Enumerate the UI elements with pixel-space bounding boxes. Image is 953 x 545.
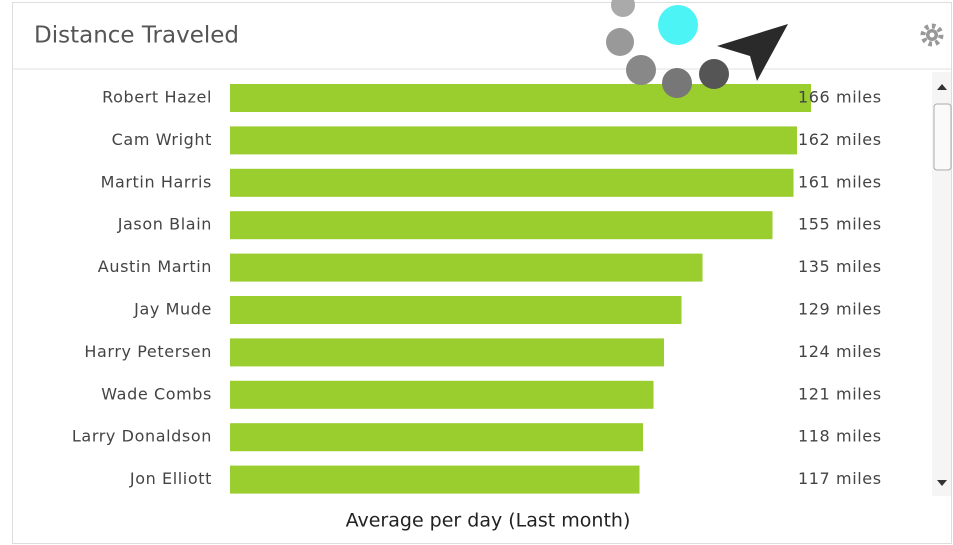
spinner-dot: [606, 28, 634, 56]
widget-title: Distance Traveled: [34, 23, 239, 49]
bar: [230, 380, 654, 409]
category-label: Harry Petersen: [84, 342, 212, 361]
value-label: 117 miles: [798, 469, 882, 488]
value-label: 129 miles: [798, 300, 882, 319]
x-axis-label: Average per day (Last month): [346, 510, 631, 532]
scrollbar[interactable]: [932, 72, 952, 496]
bar: [230, 253, 703, 282]
bar: [230, 126, 797, 155]
bar: [230, 423, 643, 452]
category-label: Wade Combs: [101, 384, 212, 403]
spinner-dot: [626, 55, 656, 85]
gear-hole: [929, 32, 935, 38]
bar: [230, 211, 773, 240]
category-label: Jason Blain: [117, 215, 212, 234]
scroll-thumb[interactable]: [933, 103, 952, 171]
bar: [230, 84, 811, 112]
value-label: 121 miles: [798, 384, 882, 403]
scroll-up[interactable]: [937, 84, 947, 90]
value-label: 118 miles: [798, 427, 882, 446]
cursor: [717, 24, 788, 81]
bar: [230, 465, 640, 494]
scroll-track: [932, 72, 951, 496]
bar: [230, 296, 682, 324]
value-label: 155 miles: [798, 215, 882, 234]
category-label: Austin Martin: [98, 257, 212, 276]
spinner-dot: [699, 59, 729, 89]
value-label: 124 miles: [798, 342, 882, 361]
category-label: Cam Wright: [112, 130, 212, 149]
bar: [230, 338, 664, 367]
value-label: 135 miles: [798, 257, 882, 276]
value-label: 166 miles: [798, 88, 882, 107]
gear-teeth: [920, 23, 944, 47]
bar: [230, 168, 794, 197]
settings-icon[interactable]: [920, 23, 944, 47]
category-label: Larry Donaldson: [72, 427, 212, 446]
value-label: 162 miles: [798, 130, 882, 149]
category-label: Jay Mude: [133, 300, 212, 319]
spinner-dot: [611, 0, 635, 17]
spinner-dot: [662, 68, 692, 98]
category-label: Jon Elliott: [129, 469, 212, 488]
spinner-dot: [658, 5, 698, 45]
category-label: Martin Harris: [101, 172, 212, 191]
value-label: 161 miles: [798, 172, 882, 191]
category-label: Robert Hazel: [102, 88, 212, 107]
loading-spinner: [606, 0, 729, 98]
scroll-down[interactable]: [937, 480, 947, 486]
